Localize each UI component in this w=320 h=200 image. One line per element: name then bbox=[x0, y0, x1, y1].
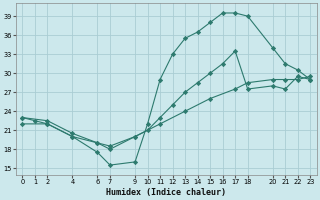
X-axis label: Humidex (Indice chaleur): Humidex (Indice chaleur) bbox=[106, 188, 226, 197]
